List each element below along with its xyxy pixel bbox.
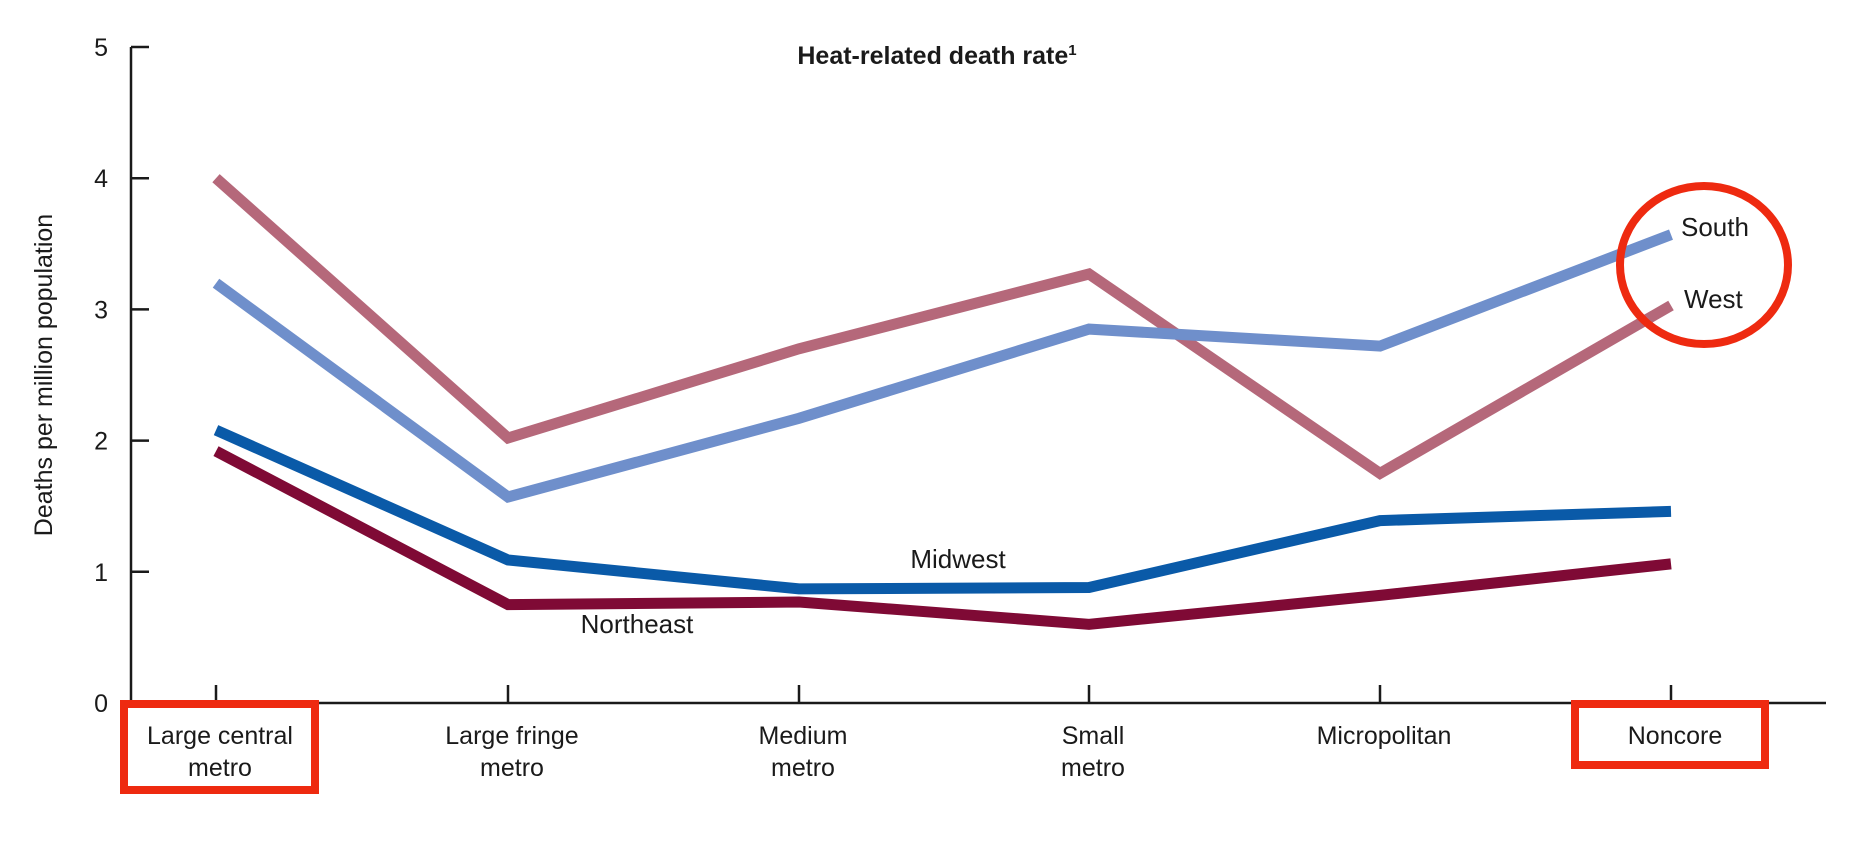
y-tick-label: 0 (94, 690, 108, 718)
highlight-box-noncore (1571, 700, 1769, 769)
x-category-label: Small metro (1061, 722, 1125, 782)
y-tick-label: 2 (94, 428, 108, 456)
x-category-label-line: metro (480, 754, 544, 782)
series-labels: West South Midwest Northeast (581, 212, 1749, 639)
x-category-label-line: Noncore (1628, 722, 1723, 750)
x-category-label: Noncore (1628, 722, 1723, 750)
x-category-label: Micropolitan (1317, 722, 1452, 750)
y-tick-label: 5 (94, 34, 108, 62)
series-line-south (212, 229, 1673, 503)
x-category-label: Large central metro (147, 722, 293, 782)
highlight-box-large-central-metro (120, 700, 319, 794)
series-line-northeast (213, 446, 1672, 630)
y-axis-label: Deaths per million population (30, 214, 58, 536)
chart-axes (129, 47, 1826, 705)
y-tick-label: 1 (94, 559, 108, 587)
series-label-midwest: Midwest (910, 544, 1006, 574)
x-category-label-line: Large fringe (445, 722, 578, 750)
x-category-label-line: metro (188, 754, 252, 782)
y-tick-label: 3 (94, 296, 108, 324)
x-category-label: Large fringe metro (445, 722, 578, 782)
x-category-label-line: Small (1062, 722, 1125, 750)
series-line-west (212, 174, 1674, 480)
x-category-label-line: metro (1061, 754, 1125, 782)
series-lines (212, 174, 1674, 630)
chart-title: Heat-related death rate1 (797, 42, 1076, 70)
highlight-circle-south-west (1616, 182, 1792, 348)
x-category-label-line: Micropolitan (1317, 722, 1452, 750)
x-category-label: Medium metro (759, 722, 848, 782)
x-category-label-line: Medium (759, 722, 848, 750)
series-label-northeast: Northeast (581, 609, 694, 639)
chart-title-superscript: 1 (1068, 42, 1076, 59)
series-label-west: West (1684, 284, 1744, 314)
x-category-label-line: Large central (147, 722, 293, 750)
y-axis-ticks: 0 1 2 3 4 5 (94, 34, 149, 718)
series-line-midwest (213, 425, 1672, 595)
chart-title-text: Heat-related death rate (797, 42, 1068, 70)
x-category-label-line: metro (771, 754, 835, 782)
highlight-annotations (120, 182, 1792, 794)
y-tick-label: 4 (94, 165, 108, 193)
series-label-south: South (1681, 212, 1749, 242)
